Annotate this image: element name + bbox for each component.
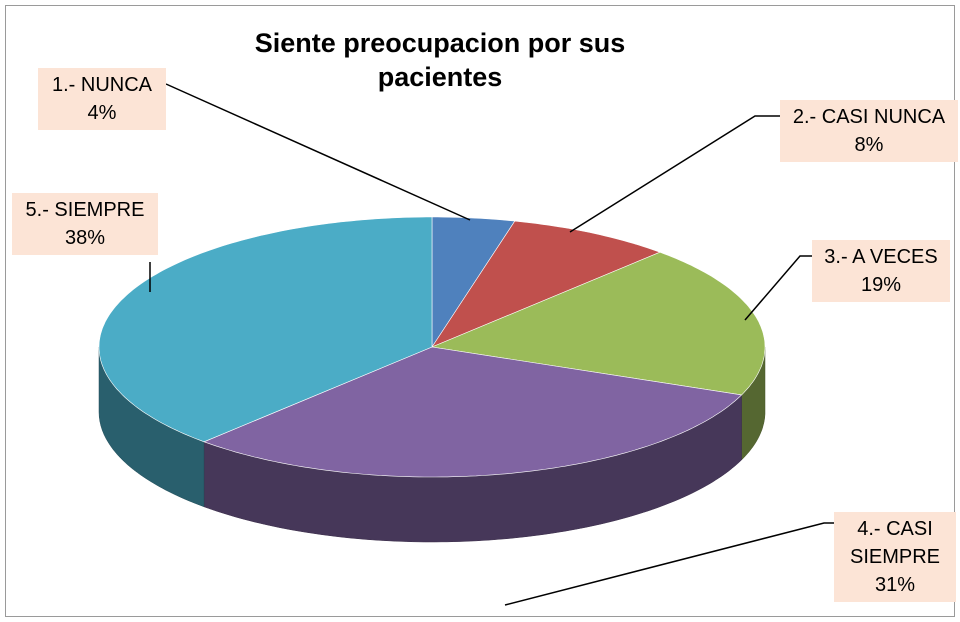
slice <box>203 346 743 478</box>
category-label: 3.- A VECES <box>824 246 938 268</box>
data-label: 5.- SIEMPRE 38% <box>12 193 158 255</box>
slice <box>431 220 661 348</box>
chart-title: Siente preocupacion por sus pacientes <box>254 28 626 92</box>
data-label: 4.- CASI SIEMPRE 31% <box>834 512 956 602</box>
data-label: 3.- A VECES 19% <box>812 240 950 302</box>
data-label: 2.- CASI NUNCA 8% <box>780 100 958 162</box>
value-label: 4% <box>87 102 117 124</box>
category-label: 5.- SIEMPRE <box>25 199 145 221</box>
slice <box>431 216 516 349</box>
value-label: 19% <box>860 274 902 296</box>
value-label: 31% <box>874 574 916 596</box>
value-label: 38% <box>64 227 106 249</box>
leader-line <box>744 255 812 321</box>
data-label: 1.- NUNCA 4% <box>38 68 166 130</box>
category-label: 2.- CASI NUNCA <box>792 106 946 128</box>
leader-line <box>569 115 780 233</box>
leader-line <box>165 83 471 221</box>
leader-line <box>504 522 834 606</box>
category-label: 1.- NUNCA <box>51 74 152 96</box>
slice <box>430 251 766 396</box>
category-label: 4.- CASI SIEMPRE <box>849 518 941 568</box>
chart-border <box>5 5 955 617</box>
value-label: 8% <box>854 134 884 156</box>
slice <box>98 216 433 443</box>
